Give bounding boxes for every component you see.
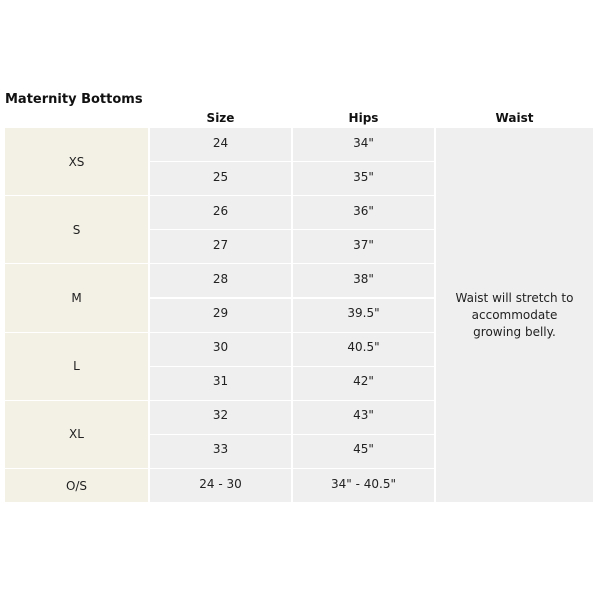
column-header: Size	[206, 111, 235, 125]
size-cell: 24	[150, 128, 291, 162]
hips-cell: 36"	[293, 196, 434, 230]
size-label-cell: M	[5, 264, 148, 332]
hips-cell: 38"	[293, 264, 434, 298]
column-header: Waist	[495, 111, 534, 125]
hips-cell: 39.5"	[293, 298, 434, 332]
size-cell: 24 - 30	[150, 469, 291, 503]
size-label-cell: L	[5, 332, 148, 400]
size-label-cell: S	[5, 196, 148, 264]
size-cell: 30	[150, 332, 291, 366]
size-label-cell: XL	[5, 400, 148, 468]
hips-cell: 34"	[293, 128, 434, 162]
hips-cell: 42"	[293, 366, 434, 400]
size-cell: 31	[150, 366, 291, 400]
hips-cell: 37"	[293, 230, 434, 264]
size-cell: 33	[150, 434, 291, 468]
size-cell: 32	[150, 400, 291, 434]
hips-cell: 43"	[293, 400, 434, 434]
hips-cell: 34" - 40.5"	[293, 469, 434, 503]
waist-cell: Waist will stretch to accommodate growin…	[436, 128, 593, 503]
size-label-cell: O/S	[5, 469, 148, 503]
hips-cell: 45"	[293, 434, 434, 468]
hips-cell: 40.5"	[293, 332, 434, 366]
size-label-cell: XS	[5, 128, 148, 196]
size-cell: 28	[150, 264, 291, 298]
size-cell: 29	[150, 298, 291, 332]
size-cell: 26	[150, 196, 291, 230]
hips-cell: 35"	[293, 162, 434, 196]
size-cell: 25	[150, 162, 291, 196]
table-title: Maternity Bottoms	[5, 92, 143, 107]
size-cell: 27	[150, 230, 291, 264]
column-header: Hips	[348, 111, 379, 125]
